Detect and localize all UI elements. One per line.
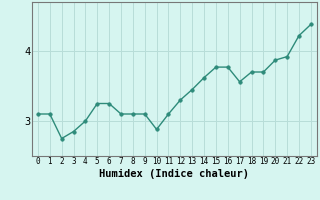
X-axis label: Humidex (Indice chaleur): Humidex (Indice chaleur): [100, 169, 249, 179]
